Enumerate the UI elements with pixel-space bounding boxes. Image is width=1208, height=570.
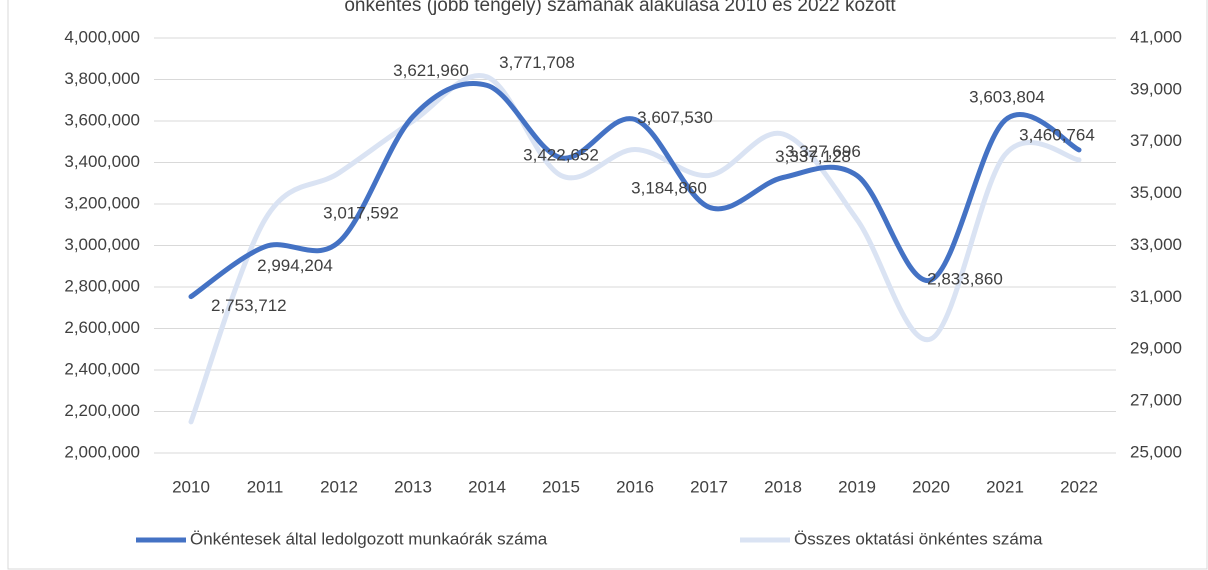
y-tick-label: 2,600,000 — [64, 318, 140, 337]
y2-tick-label: 37,000 — [1130, 131, 1182, 150]
y2-tick-label: 41,000 — [1130, 27, 1182, 46]
data-label: 3,621,960 — [393, 61, 469, 80]
x-tick-label: 2015 — [542, 477, 580, 496]
x-tick-label: 2022 — [1060, 477, 1098, 496]
y-tick-label: 3,000,000 — [64, 235, 140, 254]
data-label: 3,607,530 — [637, 108, 713, 127]
legend-label: Önkéntesek által ledolgozott munkaórák s… — [190, 529, 548, 548]
legend-label: Összes oktatási önkéntes száma — [794, 529, 1043, 548]
y-tick-label: 3,600,000 — [64, 110, 140, 129]
y-tick-label: 3,400,000 — [64, 152, 140, 171]
y-tick-label: 2,200,000 — [64, 401, 140, 420]
data-label: 3,771,708 — [499, 53, 575, 72]
series-line — [188, 80, 1082, 300]
x-tick-label: 2021 — [986, 477, 1024, 496]
y2-tick-label: 25,000 — [1130, 442, 1182, 461]
data-label: 2,753,712 — [211, 296, 287, 315]
data-label: 3,603,804 — [969, 88, 1045, 107]
y2-tick-label: 29,000 — [1130, 339, 1182, 358]
y-tick-label: 2,400,000 — [64, 359, 140, 378]
x-tick-label: 2020 — [912, 477, 950, 496]
y2-tick-label: 31,000 — [1130, 287, 1182, 306]
data-label: 3,184,860 — [631, 179, 707, 198]
x-tick-label: 2010 — [172, 477, 210, 496]
data-label: 3,017,592 — [323, 203, 399, 222]
x-tick-label: 2013 — [394, 477, 432, 496]
data-label: 3,422,652 — [523, 145, 599, 164]
x-tick-label: 2012 — [320, 477, 358, 496]
series-line — [188, 73, 1082, 425]
x-tick-label: 2018 — [764, 477, 802, 496]
y2-tick-label: 35,000 — [1130, 183, 1182, 202]
y-tick-label: 3,200,000 — [64, 193, 140, 212]
y2-tick-label: 27,000 — [1130, 391, 1182, 410]
chart-title: önkéntes (jobb tengely) számának alakulá… — [344, 0, 896, 16]
x-tick-label: 2011 — [247, 477, 284, 496]
data-label: 3,327,696 — [785, 142, 861, 161]
y-tick-label: 2,800,000 — [64, 276, 140, 295]
y-tick-label: 3,800,000 — [64, 69, 140, 88]
data-label: 3,337,128 — [775, 147, 851, 166]
data-label: 2,833,860 — [927, 269, 1003, 288]
x-tick-label: 2016 — [616, 477, 654, 496]
y-tick-label: 4,000,000 — [64, 27, 140, 46]
y2-tick-label: 33,000 — [1130, 235, 1182, 254]
x-tick-label: 2019 — [838, 477, 876, 496]
y2-tick-label: 39,000 — [1130, 79, 1182, 98]
x-tick-label: 2017 — [690, 477, 728, 496]
data-label: 3,460,764 — [1019, 125, 1095, 144]
x-tick-label: 2014 — [468, 477, 506, 496]
y-tick-label: 2,000,000 — [64, 442, 140, 461]
data-label: 2,994,204 — [257, 256, 333, 275]
